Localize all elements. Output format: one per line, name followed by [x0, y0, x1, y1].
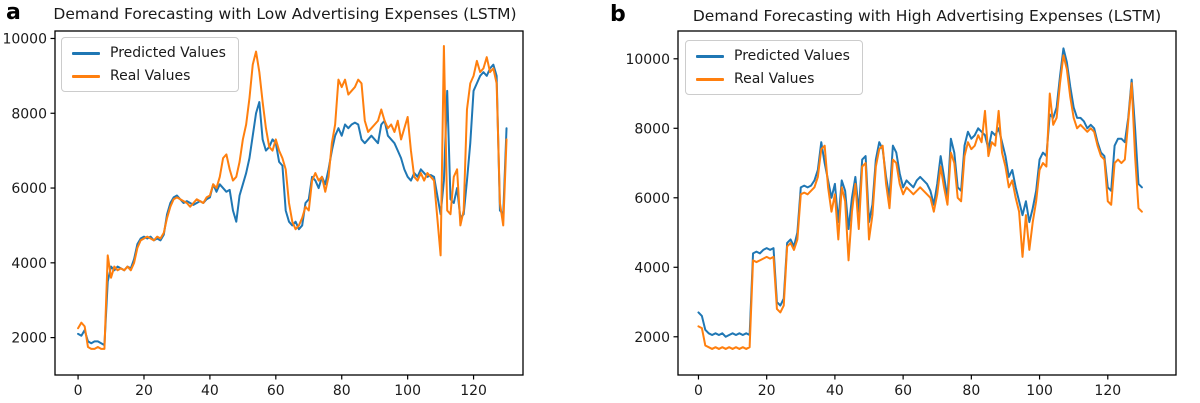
x-tick-label: 20 — [135, 383, 153, 399]
y-tick-label: 6000 — [634, 191, 670, 207]
y-tick-label: 10000 — [625, 52, 670, 68]
x-tick-label: 120 — [460, 383, 487, 399]
chart-title-b: Demand Forecasting with High Advertising… — [692, 7, 1162, 25]
legend-label-predicted: Predicted Values — [110, 45, 226, 61]
y-tick-label: 2000 — [11, 331, 47, 347]
real-line-swatch — [72, 74, 100, 78]
chart-title-a: Demand Forecasting with Low Advertising … — [53, 5, 517, 23]
panel-label-b: b — [610, 2, 626, 27]
panel-a: a Demand Forecasting with Low Advertisin… — [2, 0, 524, 399]
y-tick-label: 4000 — [11, 256, 47, 272]
legend-item-real: Real Values — [696, 71, 850, 87]
real-line-swatch — [696, 77, 724, 81]
x-tick-label: 40 — [201, 383, 219, 399]
panel-label-a: a — [6, 0, 21, 25]
x-tick-label: 40 — [826, 383, 844, 399]
real-values-line — [697, 54, 1143, 350]
y-tick-label: 4000 — [634, 260, 670, 276]
x-tick-label: 60 — [267, 383, 285, 399]
real-values-line — [77, 44, 508, 350]
legend-item-predicted: Predicted Values — [696, 48, 850, 64]
plot-area-a: 0 20 40 60 80 100 120 2000 4000 6000 8000 10000 — [2, 30, 524, 399]
plot-border — [677, 30, 1177, 376]
legend-b: Predicted Values Real Values — [685, 40, 863, 95]
legend-item-real: Real Values — [72, 68, 226, 84]
legend-label-real: Real Values — [110, 68, 191, 84]
y-tick-label: 8000 — [634, 121, 670, 137]
x-tick-label: 60 — [894, 383, 912, 399]
panel-b: b Demand Forecasting with High Advertisi… — [600, 0, 1200, 403]
plot-border — [54, 30, 524, 376]
x-tick-label: 100 — [394, 383, 421, 399]
x-tick-label: 20 — [758, 383, 776, 399]
legend-a: Predicted Values Real Values — [61, 37, 239, 92]
y-tick-label: 2000 — [634, 330, 670, 346]
x-tick-label: 80 — [962, 383, 980, 399]
predicted-line-swatch — [72, 51, 100, 55]
x-tick-label: 0 — [74, 383, 83, 399]
plot-area-b: 0 20 40 60 80 100 120 2000 4000 6000 8000 10000 — [625, 30, 1177, 399]
predicted-line-swatch — [696, 54, 724, 58]
legend-item-predicted: Predicted Values — [72, 45, 226, 61]
legend-label-predicted: Predicted Values — [734, 48, 850, 64]
x-tick-label: 100 — [1026, 383, 1053, 399]
y-tick-label: 8000 — [11, 106, 47, 122]
y-tick-label: 6000 — [11, 181, 47, 197]
x-tick-label: 0 — [694, 383, 703, 399]
x-tick-label: 80 — [333, 383, 351, 399]
y-tick-label: 10000 — [2, 31, 47, 47]
x-tick-label: 120 — [1094, 383, 1121, 399]
legend-label-real: Real Values — [734, 71, 815, 87]
